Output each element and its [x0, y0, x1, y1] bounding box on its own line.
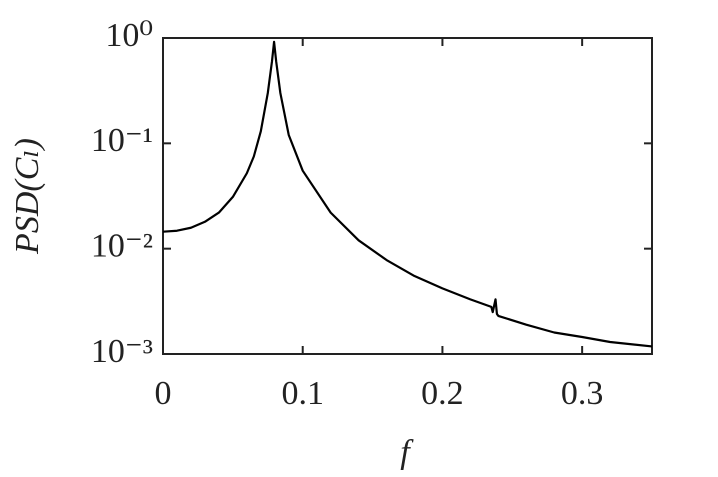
axes-box — [162, 37, 653, 355]
y-tick-label: 10⁻³ — [91, 333, 153, 370]
y-tick-label: 10⁻² — [91, 227, 153, 264]
x-axis-label: f — [400, 434, 414, 471]
x-tick-label: 0.1 — [281, 375, 324, 412]
x-tick-label: 0 — [155, 375, 172, 412]
y-axis-label: PSD(Cₗ) — [9, 138, 46, 255]
y-tick-label: 10⁰ — [105, 17, 153, 54]
x-tick-label: 0.2 — [421, 375, 464, 412]
y-tick-label: 10⁻¹ — [91, 122, 153, 159]
psd-line — [162, 40, 653, 348]
x-tick-label: 0.3 — [561, 375, 604, 412]
